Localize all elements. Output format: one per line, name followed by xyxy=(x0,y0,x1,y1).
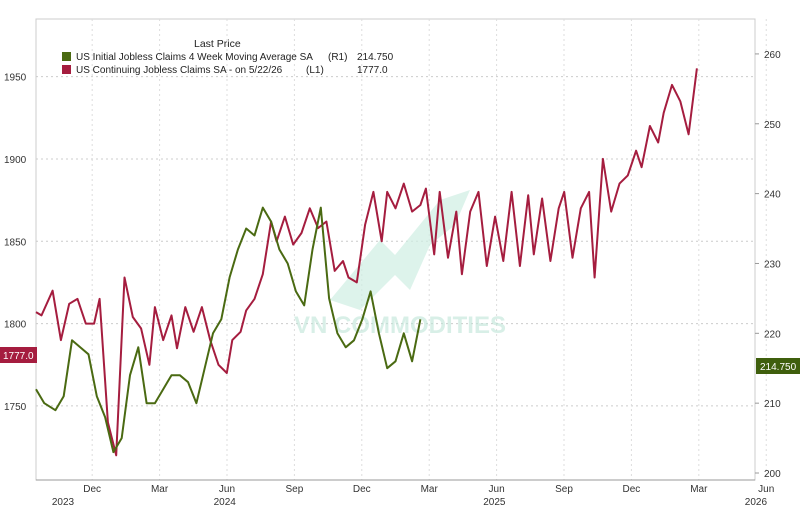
series-line-continuing-claims xyxy=(35,68,698,457)
right-tick-label: 200 xyxy=(764,469,781,480)
right-tick-label: 260 xyxy=(764,50,781,61)
left-tick-label: 1900 xyxy=(4,155,27,166)
right-tick-label: 240 xyxy=(764,190,781,201)
legend-axis-continuing: (L1) xyxy=(306,65,324,76)
legend-swatch-initial xyxy=(62,52,71,61)
watermark-text: VN COMMODITIES xyxy=(294,312,506,339)
right-tick-label: 250 xyxy=(764,120,781,131)
left-tick-label: 1950 xyxy=(4,73,27,84)
left-tick-label: 1800 xyxy=(4,320,27,331)
right-tick-label: 230 xyxy=(764,259,781,270)
x-month-label: Mar xyxy=(690,484,708,495)
legend-axis-initial: (R1) xyxy=(328,52,347,63)
x-year-label: 2026 xyxy=(745,497,768,508)
legend: Last Price US Initial Jobless Claims 4 W… xyxy=(62,38,394,76)
x-month-label: Mar xyxy=(151,484,169,495)
x-axis: Dec Mar Jun Sep Dec Mar Jun Sep Dec Mar Jun 2023 202… xyxy=(36,479,774,508)
x-month-label: Mar xyxy=(421,484,439,495)
left-tag-text: 1777.0 xyxy=(3,351,34,362)
x-month-label: Sep xyxy=(555,484,573,495)
series-line-initial-claims xyxy=(35,206,422,454)
x-month-label: Jun xyxy=(758,484,774,495)
left-tag-box xyxy=(0,347,37,363)
x-year-label: 2024 xyxy=(214,497,237,508)
right-last-value-tag: 214.750 xyxy=(756,358,800,374)
x-month-label: Sep xyxy=(285,484,303,495)
left-tick-label: 1850 xyxy=(4,237,27,248)
left-last-value-tag: 1777.0 xyxy=(0,347,37,363)
legend-swatch-continuing xyxy=(62,65,71,74)
right-tick-label: 210 xyxy=(764,399,781,410)
left-tick-label: 1750 xyxy=(4,402,27,413)
watermark: VN COMMODITIES xyxy=(294,190,506,339)
x-month-label: Dec xyxy=(83,484,101,495)
plot-area xyxy=(35,18,756,481)
legend-label-initial: US Initial Jobless Claims 4 Week Moving … xyxy=(76,52,313,63)
legend-value-continuing: 1777.0 xyxy=(357,65,388,76)
x-year-label: 2025 xyxy=(483,497,506,508)
x-month-label: Dec xyxy=(623,484,641,495)
series-layer xyxy=(35,68,698,457)
legend-header: Last Price xyxy=(194,38,241,50)
right-tick-label: 220 xyxy=(764,329,781,340)
x-month-label: Dec xyxy=(353,484,371,495)
x-year-label: 2023 xyxy=(52,497,75,508)
right-tag-box xyxy=(756,358,800,374)
watermark-arrow-icon xyxy=(330,190,470,310)
legend-label-continuing: US Continuing Jobless Claims SA - on 5/2… xyxy=(76,65,283,76)
left-axis: 1750 1800 1850 1900 1950 xyxy=(4,73,27,413)
right-axis: 200 210 220 230 240 250 260 xyxy=(755,50,781,480)
right-tag-text: 214.750 xyxy=(760,362,797,373)
x-month-label: Jun xyxy=(219,484,235,495)
legend-value-initial: 214.750 xyxy=(357,52,394,63)
x-month-label: Jun xyxy=(489,484,505,495)
